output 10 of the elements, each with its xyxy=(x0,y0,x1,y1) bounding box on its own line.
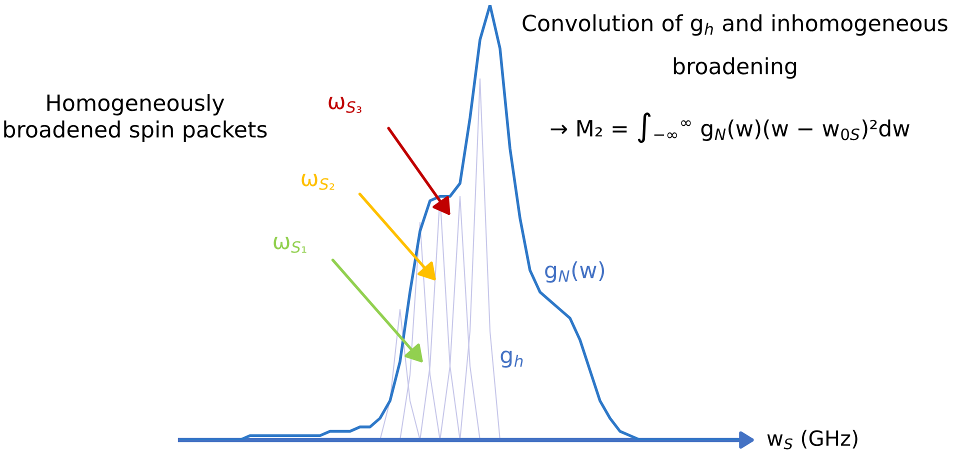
annotation: ω$_{S₂}$ xyxy=(302,174,334,190)
annotation: g$_{N}$(w) xyxy=(545,261,604,283)
annotation: g$_{h}$ xyxy=(500,350,523,368)
annotation: Convolution of g$_{h}$ and inhomogeneous xyxy=(522,14,948,36)
annotation: broadening xyxy=(674,57,796,79)
annotation: ω$_{S₃}$ xyxy=(328,96,362,113)
annotation: ω$_{S₁}$ xyxy=(274,236,306,253)
annotation: Homogeneously broadened spin packets xyxy=(4,94,267,142)
annotation: → M₂ = ∫$_{−∞}$$^{∞}$ g$_{N}$(w)(w − w$_{0S}$)²dw xyxy=(550,112,910,144)
x-axis-title: w$_{S}$ (GHz) xyxy=(767,430,858,450)
